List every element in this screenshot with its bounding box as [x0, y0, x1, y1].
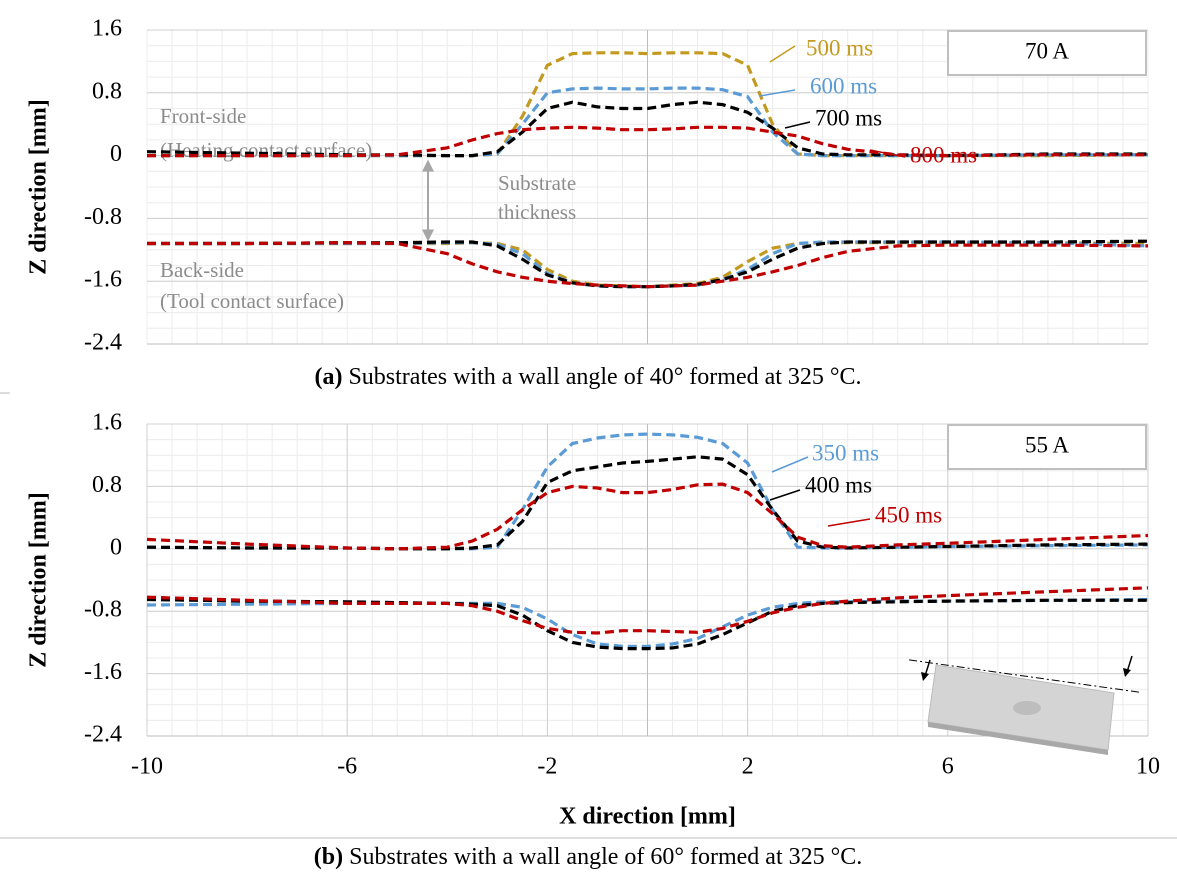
box	[947, 30, 1147, 76]
leader-line	[784, 121, 811, 129]
annotation: thickness	[498, 200, 576, 224]
series-line	[147, 125, 1148, 158]
y-tick-label: -0.8	[84, 597, 122, 623]
y-tick-label: -2.4	[84, 722, 122, 748]
y-tick-label: 0	[110, 141, 122, 167]
annotation: Front-side	[160, 104, 246, 128]
box	[947, 424, 1147, 470]
y-tick-label: 0	[110, 534, 122, 560]
x-tick-label: -6	[337, 754, 357, 780]
annotation: (Tool contact surface)	[160, 289, 344, 313]
series-label: 500 ms	[806, 35, 873, 60]
series-label: 450 ms	[875, 502, 942, 527]
series-label: 700 ms	[815, 105, 882, 130]
x-tick-label: 2	[742, 754, 754, 780]
annotation: Substrate	[498, 171, 576, 195]
x-tick-label: -10	[131, 754, 163, 780]
arrow-head	[422, 159, 434, 172]
arrow-head	[422, 229, 434, 242]
leader-line	[769, 489, 801, 501]
caption-label: (a)	[314, 364, 342, 390]
x-axis-title: X direction [mm]	[559, 804, 736, 830]
y-tick-label: -0.8	[84, 204, 122, 230]
y-tick-label: 1.6	[92, 410, 122, 436]
caption-label: (b)	[314, 844, 343, 870]
caption: (a) Substrates with a wall angle of 40° …	[314, 364, 861, 390]
y-tick-label: -1.6	[84, 267, 122, 293]
series-label: 350 ms	[812, 440, 879, 465]
y-axis-title: Z direction [mm]	[26, 99, 52, 275]
series-label: 800 ms	[910, 142, 977, 167]
leader-line	[869, 149, 906, 158]
annotation: (Heating contact surface)	[160, 138, 372, 162]
inset-image	[909, 655, 1139, 755]
series-line	[146, 482, 1149, 551]
x-tick-label: -2	[537, 754, 557, 780]
y-tick-label: 0.8	[92, 78, 122, 104]
caption-text: Substrates with a wall angle of 40° form…	[342, 364, 861, 390]
series-line	[146, 586, 1149, 635]
box-label: 55 A	[1025, 432, 1069, 457]
y-tick-label: 0.8	[92, 472, 122, 498]
annotation: Back-side	[160, 258, 244, 282]
caption: (b) Substrates with a wall angle of 60° …	[314, 844, 862, 870]
y-tick-label: -2.4	[84, 330, 122, 356]
leader-line	[769, 45, 796, 63]
series-line	[146, 100, 1148, 158]
series-label: 600 ms	[810, 73, 877, 98]
series-line	[147, 241, 1149, 289]
x-tick-label: 10	[1136, 754, 1160, 780]
y-tick-label: 1.6	[92, 16, 122, 42]
leader-line	[771, 456, 809, 473]
leader-line	[759, 89, 796, 97]
caption-text: Substrates with a wall angle of 60° form…	[343, 844, 862, 870]
x-tick-label: 6	[942, 754, 954, 780]
box-label: 70 A	[1025, 38, 1069, 63]
y-tick-label: -1.6	[84, 659, 122, 685]
series-label: 400 ms	[805, 472, 872, 497]
leader-line	[827, 518, 871, 527]
y-axis-title: Z direction [mm]	[26, 492, 52, 668]
